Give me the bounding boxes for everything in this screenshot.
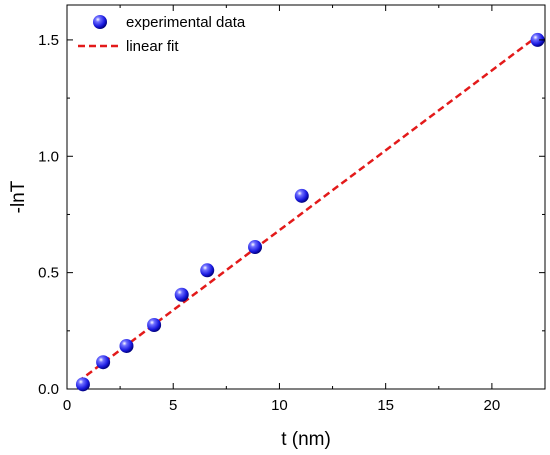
data-point <box>75 377 90 392</box>
data-point <box>174 287 189 302</box>
data-point <box>248 240 263 255</box>
x-tick-label: 15 <box>377 397 394 414</box>
tick-layer: 0 5 10 15 20 0.0 0.5 1.0 1.5 <box>38 5 545 414</box>
legend: experimental data linear fit <box>78 14 246 55</box>
legend-label-experimental: experimental data <box>126 14 246 31</box>
fit-line <box>76 34 540 384</box>
y-tick-label: 1.0 <box>38 148 59 165</box>
x-tick-label: 0 <box>63 397 71 414</box>
y-tick-label: 0.5 <box>38 265 59 282</box>
data-point <box>119 338 134 353</box>
data-point <box>200 263 215 278</box>
data-point <box>147 318 162 332</box>
x-tick-label: 20 <box>484 397 501 414</box>
plot-area <box>66 4 546 390</box>
y-tick-label: 0.0 <box>38 381 59 398</box>
x-tick-label: 5 <box>169 397 177 414</box>
x-axis-title: t (nm) <box>281 429 331 450</box>
fit-layer <box>76 34 540 384</box>
data-point <box>96 355 111 370</box>
data-point <box>530 32 545 47</box>
plot-frame <box>66 4 546 390</box>
x-tick-label: 10 <box>271 397 288 414</box>
legend-marker-experimental <box>93 15 107 29</box>
data-point <box>294 188 309 203</box>
y-axis-title: -lnT <box>8 180 29 213</box>
marker-layer <box>75 32 545 392</box>
legend-label-fit: linear fit <box>126 38 179 55</box>
y-tick-label: 1.5 <box>38 32 59 49</box>
